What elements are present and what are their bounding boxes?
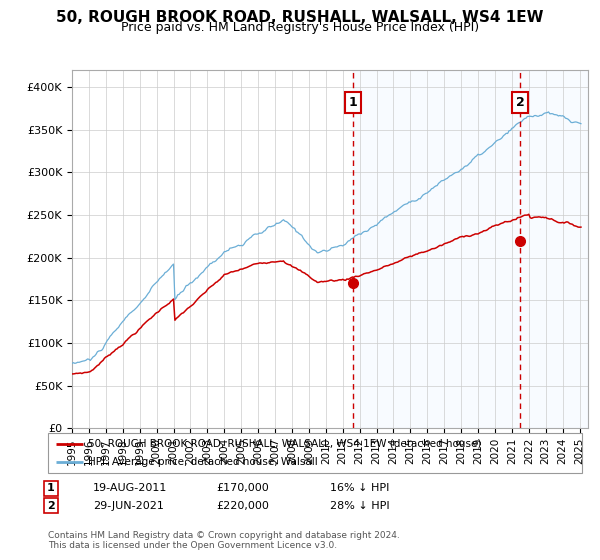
Bar [353, 70, 588, 428]
Text: 1: 1 [349, 96, 358, 109]
Text: 29-JUN-2021: 29-JUN-2021 [93, 501, 164, 511]
Text: 50, ROUGH BROOK ROAD, RUSHALL, WALSALL, WS4 1EW (detached house): 50, ROUGH BROOK ROAD, RUSHALL, WALSALL, … [88, 439, 481, 449]
Text: 19-AUG-2011: 19-AUG-2011 [93, 483, 167, 493]
Text: Price paid vs. HM Land Registry's House Price Index (HPI): Price paid vs. HM Land Registry's House … [121, 21, 479, 34]
Text: HPI: Average price, detached house, Walsall: HPI: Average price, detached house, Wals… [88, 458, 318, 467]
Text: 28% ↓ HPI: 28% ↓ HPI [330, 501, 389, 511]
Text: £220,000: £220,000 [216, 501, 269, 511]
Text: 2: 2 [516, 96, 525, 109]
Text: 1: 1 [47, 483, 55, 493]
Text: Contains HM Land Registry data © Crown copyright and database right 2024.
This d: Contains HM Land Registry data © Crown c… [48, 531, 400, 550]
Text: 50, ROUGH BROOK ROAD, RUSHALL, WALSALL, WS4 1EW: 50, ROUGH BROOK ROAD, RUSHALL, WALSALL, … [56, 10, 544, 25]
Text: £170,000: £170,000 [216, 483, 269, 493]
Text: 16% ↓ HPI: 16% ↓ HPI [330, 483, 389, 493]
Text: 2: 2 [47, 501, 55, 511]
